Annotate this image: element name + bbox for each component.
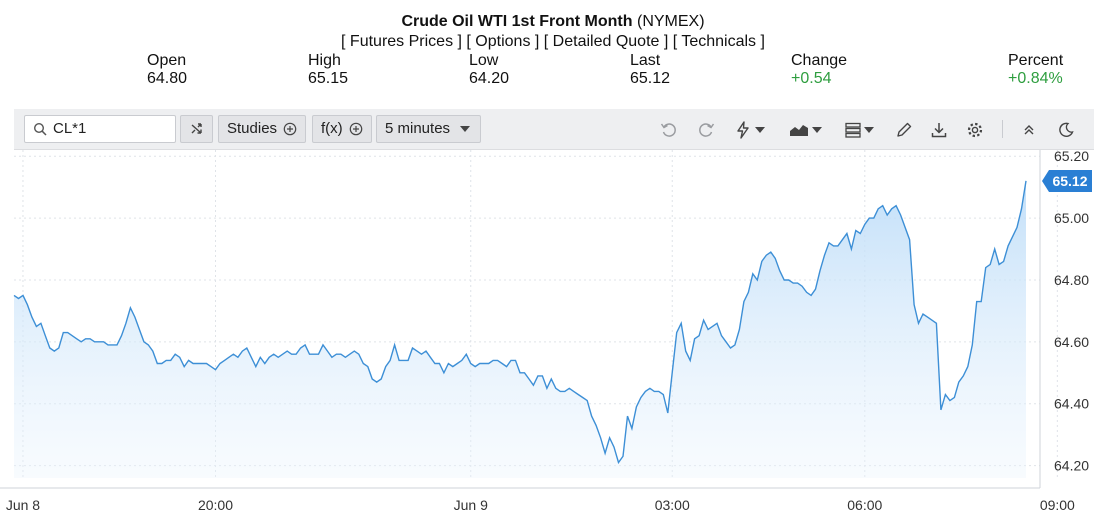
- gear-icon: [967, 122, 983, 138]
- studies-label: Studies: [227, 120, 278, 137]
- price-chart[interactable]: 65.20 65.00 64.80 64.60 64.40 64.20 Jun 8 20:0…: [0, 150, 1106, 516]
- undo-icon: [660, 123, 676, 137]
- stat-change-value: +0.54: [791, 70, 832, 87]
- layout-menu[interactable]: [840, 119, 878, 141]
- link-options[interactable]: [ Options ]: [466, 33, 540, 50]
- last-price-badge: 65.12: [1042, 169, 1092, 192]
- stat-low-label: Low: [469, 52, 499, 69]
- chevron-down-icon: [460, 126, 471, 132]
- instrument-title: Crude Oil WTI 1st Front Month (NYMEX): [0, 13, 1106, 31]
- stat-high: High 65.15: [308, 52, 348, 88]
- lightning-icon: [736, 121, 749, 139]
- stat-open-label: Open: [147, 52, 187, 69]
- fx-label: f(x): [321, 120, 343, 137]
- toolbar-divider: [1002, 120, 1003, 138]
- collapse-icon: [1024, 125, 1034, 135]
- stat-low: Low 64.20: [469, 52, 509, 88]
- interval-select[interactable]: 5 minutes: [376, 115, 481, 143]
- pencil-icon: [897, 122, 912, 137]
- collapse-button[interactable]: [1018, 119, 1040, 141]
- theme-toggle[interactable]: [1055, 119, 1077, 141]
- shuffle-icon: [191, 123, 202, 134]
- y-tick-label: 64.60: [1054, 334, 1089, 350]
- stat-change-label: Change: [791, 52, 848, 69]
- x-tick-label: 03:00: [655, 497, 690, 513]
- stat-percent-value: +0.84%: [1008, 70, 1063, 87]
- price-line: [13, 180, 1027, 465]
- stat-high-value: 65.15: [308, 70, 349, 87]
- redo-button[interactable]: [695, 119, 717, 141]
- instrument-name: Crude Oil WTI 1st Front Month: [401, 13, 633, 30]
- chevron-down-icon: [754, 127, 765, 133]
- events-menu[interactable]: [730, 119, 768, 141]
- last-price-value: 65.12: [1052, 173, 1087, 189]
- x-tick-label: Jun 8: [6, 497, 40, 513]
- download-button[interactable]: [928, 119, 950, 141]
- link-futures-prices[interactable]: [ Futures Prices ]: [341, 33, 462, 50]
- download-icon: [931, 123, 947, 138]
- symbol-value: CL*1: [53, 120, 87, 137]
- studies-button[interactable]: Studies: [218, 115, 307, 143]
- stat-low-value: 64.20: [469, 70, 510, 87]
- chart-type-menu[interactable]: [785, 119, 825, 141]
- draw-button[interactable]: [893, 119, 915, 141]
- y-tick-label: 65.00: [1054, 210, 1089, 226]
- symbol-search-input[interactable]: CL*1: [24, 115, 176, 143]
- chevron-down-icon: [863, 127, 874, 133]
- undo-button[interactable]: [658, 119, 680, 141]
- y-tick-label: 64.20: [1054, 458, 1089, 474]
- chevron-down-icon: [811, 127, 822, 133]
- plus-circle-icon: [283, 122, 297, 136]
- x-tick-label: 09:00: [1040, 497, 1075, 513]
- fx-button[interactable]: f(x): [312, 115, 372, 143]
- stat-last-value: 65.12: [630, 70, 671, 87]
- interval-label: 5 minutes: [385, 120, 451, 137]
- plus-circle-icon: [349, 122, 362, 136]
- redo-icon: [699, 123, 715, 137]
- settings-button[interactable]: [964, 119, 986, 141]
- x-tick-label: Jun 9: [454, 497, 488, 513]
- area-chart-icon: [789, 125, 808, 136]
- stat-open-value: 64.80: [147, 70, 188, 87]
- last-price-badge-bg: [1042, 169, 1092, 192]
- y-tick-label: 65.20: [1054, 150, 1089, 164]
- price-area: [14, 180, 1026, 478]
- stat-percent: Percent +0.84%: [1008, 52, 1063, 88]
- x-axis: Jun 8 20:00 Jun 9 03:00 06:00 09:00: [0, 487, 1075, 513]
- stat-last-label: Last: [630, 52, 661, 69]
- stat-last: Last 65.12: [630, 52, 670, 88]
- y-axis: 65.20 65.00 64.80 64.60 64.40 64.20: [1039, 150, 1089, 488]
- stat-change: Change +0.54: [791, 52, 847, 88]
- chart-toolbar: CL*1 Studies f(x) 5 minutes: [14, 109, 1094, 150]
- exchange-label: (NYMEX): [636, 13, 705, 30]
- moon-icon: [1059, 122, 1074, 137]
- search-icon: [33, 122, 47, 136]
- stat-percent-label: Percent: [1008, 52, 1064, 69]
- y-tick-label: 64.80: [1054, 272, 1089, 288]
- link-technicals[interactable]: [ Technicals ]: [672, 33, 765, 50]
- stat-open: Open 64.80: [147, 52, 187, 88]
- quote-links: [ Futures Prices ] [ Options ] [ Detaile…: [0, 33, 1106, 51]
- x-tick-label: 06:00: [847, 497, 882, 513]
- stat-high-label: High: [308, 52, 341, 69]
- shuffle-button[interactable]: [180, 115, 213, 143]
- x-tick-label: 20:00: [198, 497, 233, 513]
- y-tick-label: 64.40: [1054, 396, 1089, 412]
- layout-icon: [844, 122, 861, 138]
- link-detailed-quote[interactable]: [ Detailed Quote ]: [543, 33, 669, 50]
